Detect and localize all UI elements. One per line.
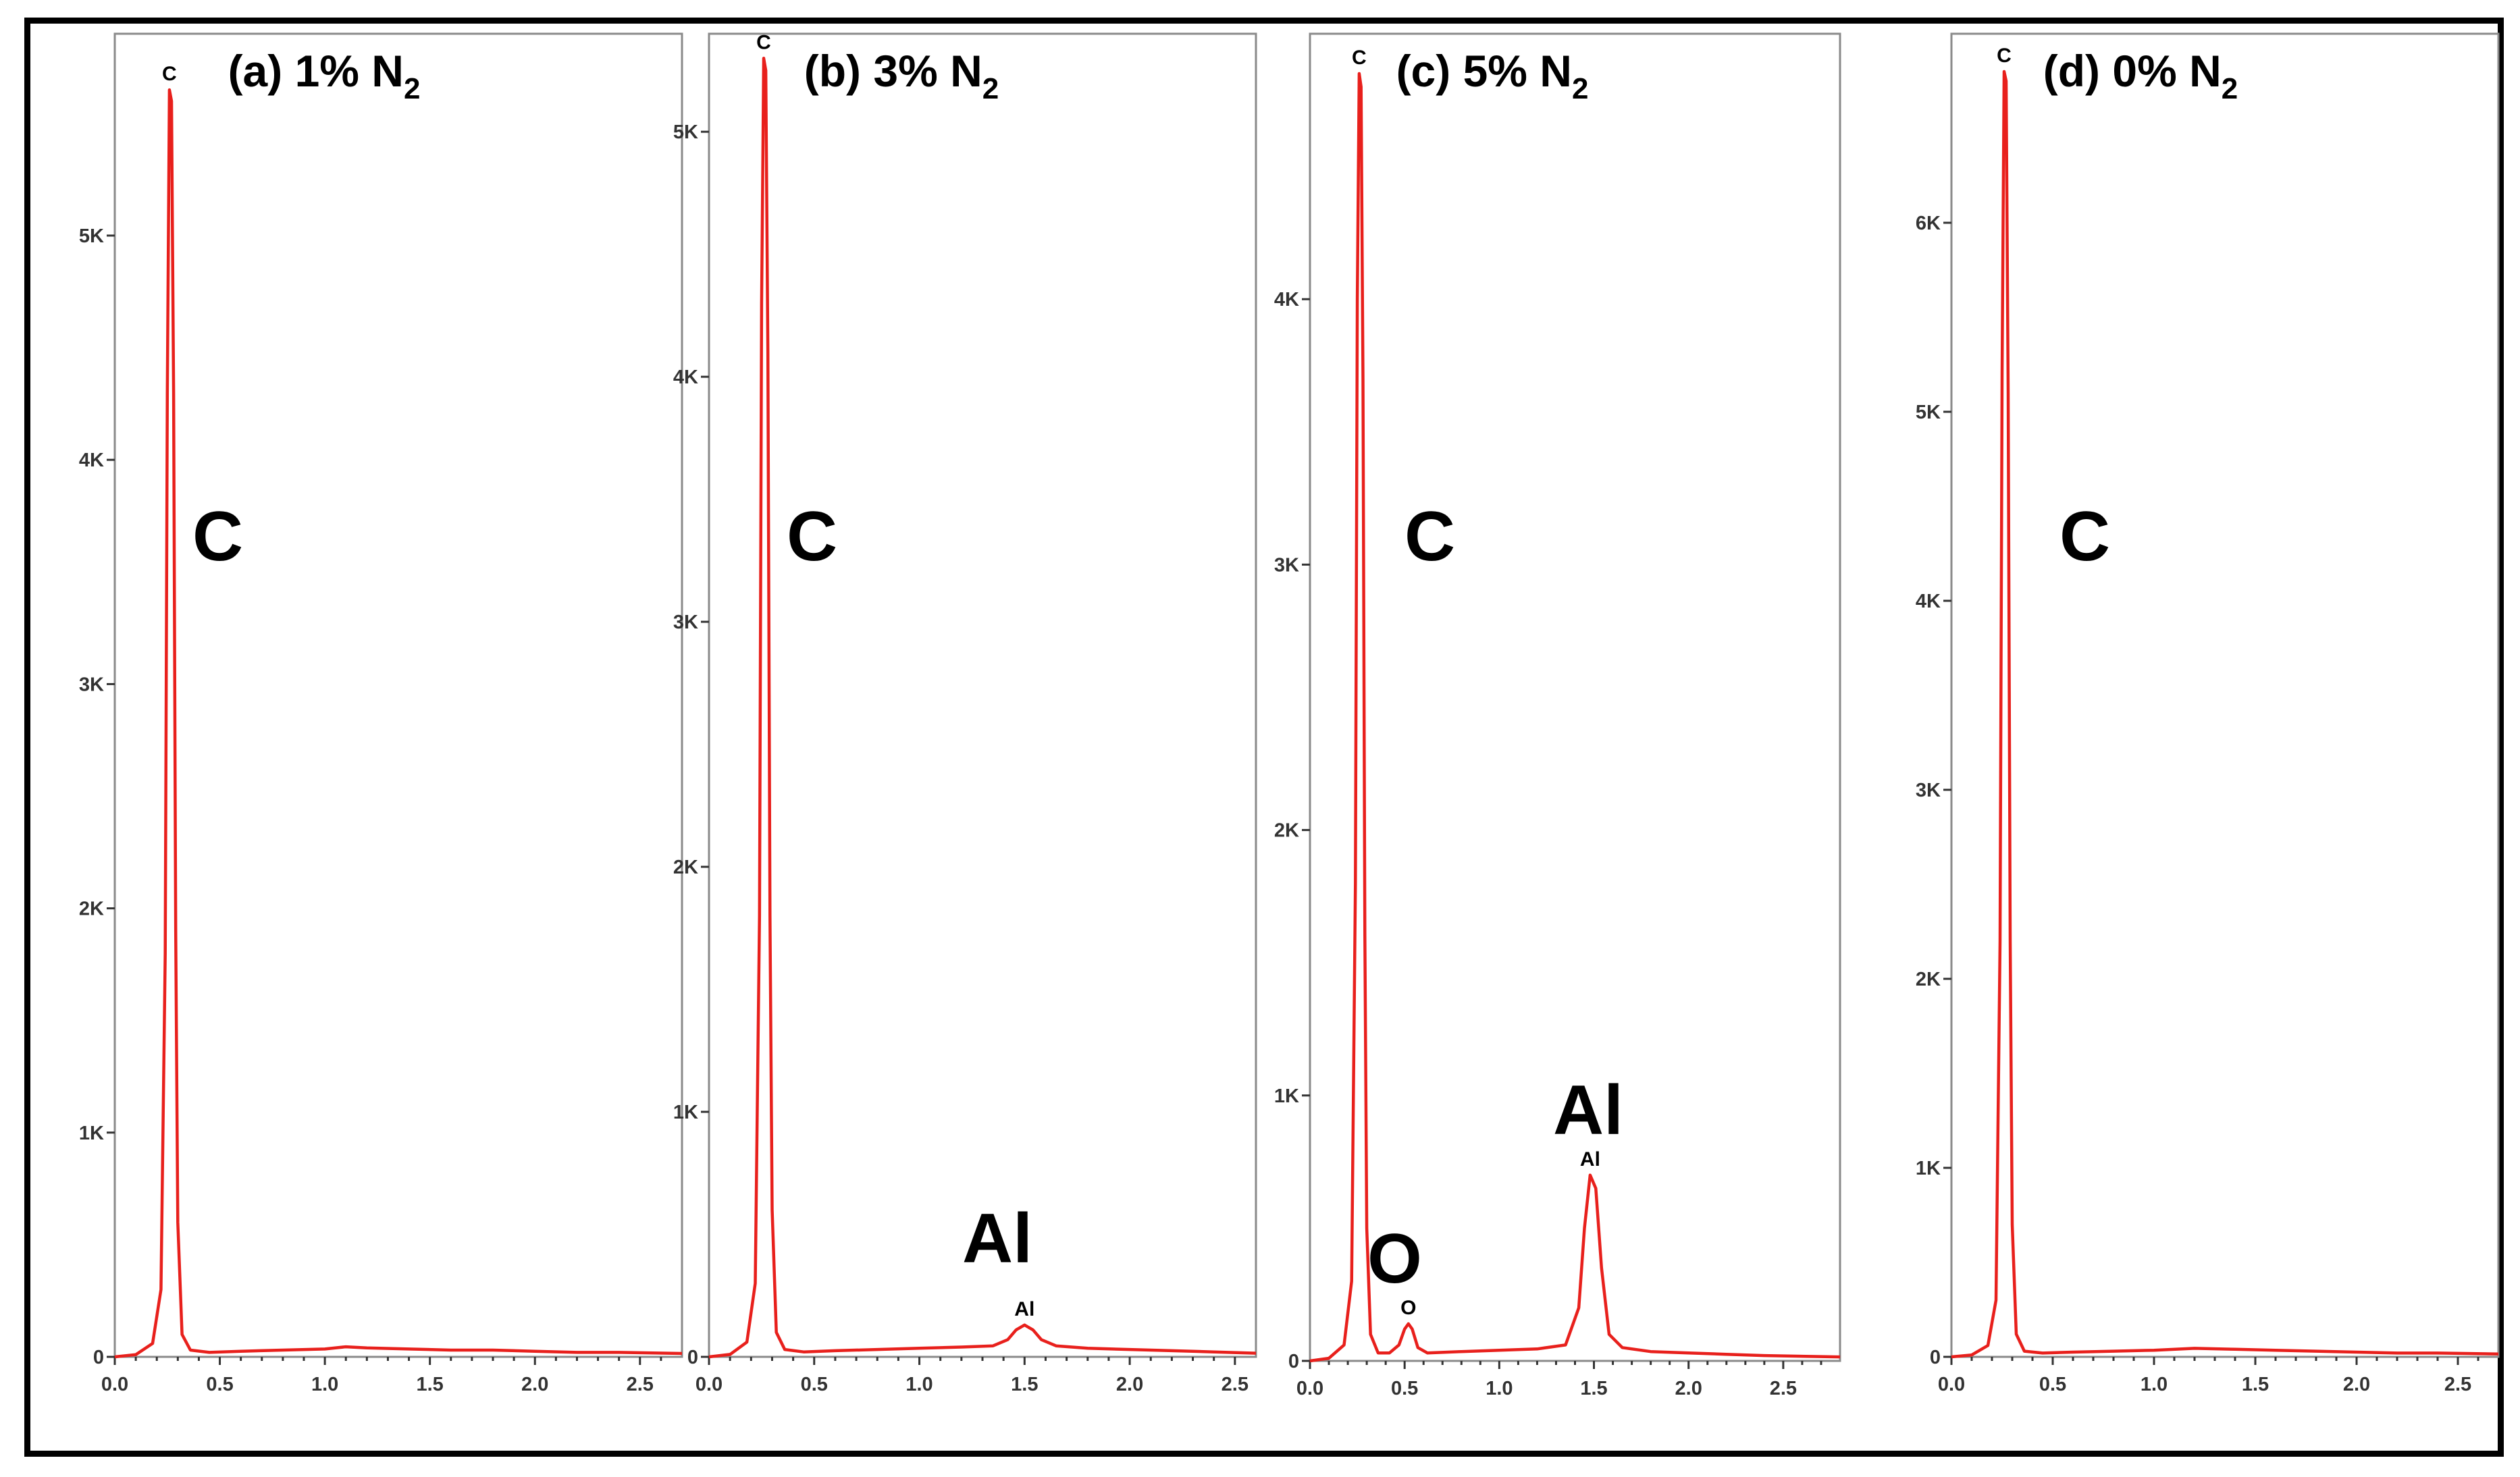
y-tick-label-d: 5K (1916, 402, 1941, 423)
y-tick-label-c: 4K (1274, 289, 1299, 311)
panel-title-a: (a) 1% N2 (228, 46, 421, 105)
y-tick-label-b: 2K (673, 857, 698, 878)
x-tick-label-b: 0.5 (801, 1374, 828, 1395)
element-label-c: Al (1553, 1071, 1623, 1150)
spectrum-panel-b: 0.0 0.5 1.0 1.5 2.0 2.5 0 1K 2K 3K 4K 5K C Al C Al (b) 3… (673, 31, 1257, 1395)
y-tick-label-b: 0 (687, 1347, 698, 1368)
spectrum-line-a (114, 88, 683, 1359)
element-label-d: C (2059, 498, 2110, 576)
peak-label-b: Al (1014, 1298, 1034, 1320)
element-label-c: C (1405, 498, 1455, 576)
x-tick-label-c: 2.5 (1770, 1378, 1797, 1399)
panel-title-c: (c) 5% N2 (1396, 46, 1589, 105)
plot-area-d (1950, 32, 2500, 1358)
x-tick-label-c: 1.0 (1486, 1378, 1513, 1399)
x-tick-label-d: 2.0 (2343, 1374, 2370, 1395)
spectrum-panel-d: 0.0 0.5 1.0 1.5 2.0 2.5 0 1K 2K 3K 4K 5K 6K C C (d) 0% … (1916, 32, 2500, 1395)
peak-label-c: O (1400, 1297, 1416, 1319)
y-tick-label-c: 2K (1274, 820, 1299, 842)
x-tick-label-a: 0.0 (101, 1374, 128, 1395)
panel-title-d: (d) 0% N2 (2043, 46, 2238, 105)
panel-title-b: (b) 3% N2 (804, 46, 999, 105)
spectrum-panel-a: 0.0 0.5 1.0 1.5 2.0 2.5 0 1K 2K 3K 4K 5K C C (a) 1% N2 (79, 32, 683, 1395)
x-tick-label-d: 0.0 (1938, 1374, 1965, 1395)
x-tick-label-a: 2.0 (521, 1374, 548, 1395)
y-tick-label-a: 1K (79, 1123, 104, 1144)
element-label-b: C (787, 498, 837, 576)
y-tick-label-d: 6K (1916, 213, 1941, 234)
y-tick-label-b: 4K (673, 367, 698, 388)
y-tick-label-b: 3K (673, 612, 698, 633)
y-tick-label-d: 2K (1916, 969, 1941, 990)
x-tick-label-a: 1.0 (311, 1374, 338, 1395)
peak-label-b: C (756, 31, 771, 53)
peak-label-a: C (162, 63, 177, 85)
peak-label-c: C (1352, 47, 1367, 69)
plot-area-c (1309, 32, 1841, 1362)
x-tick-label-d: 2.5 (2444, 1374, 2471, 1395)
element-label-c: O (1367, 1220, 1422, 1298)
x-tick-label-d: 1.5 (2242, 1374, 2269, 1395)
y-tick-label-d: 0 (1930, 1347, 1941, 1368)
y-tick-label-a: 2K (79, 898, 104, 920)
peak-label-d: C (1997, 45, 2012, 67)
spectrum-line-d (1951, 70, 2499, 1359)
y-tick-label-c: 1K (1274, 1085, 1299, 1107)
x-tick-label-d: 1.0 (2141, 1374, 2168, 1395)
y-tick-label-d: 3K (1916, 780, 1941, 801)
x-tick-label-b: 1.0 (905, 1374, 933, 1395)
y-tick-label-b: 1K (673, 1102, 698, 1123)
element-label-b: Al (962, 1200, 1032, 1278)
x-tick-label-a: 0.5 (206, 1374, 233, 1395)
y-tick-label-a: 3K (79, 674, 104, 695)
spectrum-line-c (1309, 72, 1841, 1363)
x-tick-label-b: 2.0 (1116, 1374, 1143, 1395)
y-tick-label-b: 5K (673, 122, 698, 143)
x-tick-label-a: 2.5 (627, 1374, 654, 1395)
y-tick-label-a: 0 (93, 1347, 104, 1368)
x-tick-label-c: 2.0 (1675, 1378, 1702, 1399)
spectrum-line-b (708, 57, 1257, 1359)
plot-area-b (708, 32, 1257, 1358)
y-tick-label-d: 1K (1916, 1158, 1941, 1179)
y-tick-label-c: 0 (1288, 1351, 1299, 1372)
x-tick-label-c: 0.0 (1296, 1378, 1323, 1399)
y-tick-label-d: 4K (1916, 591, 1941, 612)
x-tick-label-a: 1.5 (417, 1374, 444, 1395)
x-tick-label-b: 2.5 (1222, 1374, 1249, 1395)
y-tick-label-a: 4K (79, 450, 104, 471)
x-tick-label-d: 0.5 (2039, 1374, 2066, 1395)
spectrum-panel-c: 0.0 0.5 1.0 1.5 2.0 2.5 0 1K 2K 3K 4K C O Al C O Al (c) 5… (1274, 32, 1841, 1399)
y-tick-label-a: 5K (79, 225, 104, 247)
plot-area-a (113, 32, 683, 1358)
x-tick-label-b: 1.5 (1011, 1374, 1038, 1395)
x-tick-label-c: 1.5 (1580, 1378, 1607, 1399)
figure-frame (24, 18, 2504, 1457)
y-tick-label-c: 3K (1274, 554, 1299, 576)
x-tick-label-c: 0.5 (1391, 1378, 1418, 1399)
peak-label-c: Al (1580, 1148, 1600, 1171)
element-label-a: C (192, 498, 243, 576)
x-tick-label-b: 0.0 (695, 1374, 723, 1395)
